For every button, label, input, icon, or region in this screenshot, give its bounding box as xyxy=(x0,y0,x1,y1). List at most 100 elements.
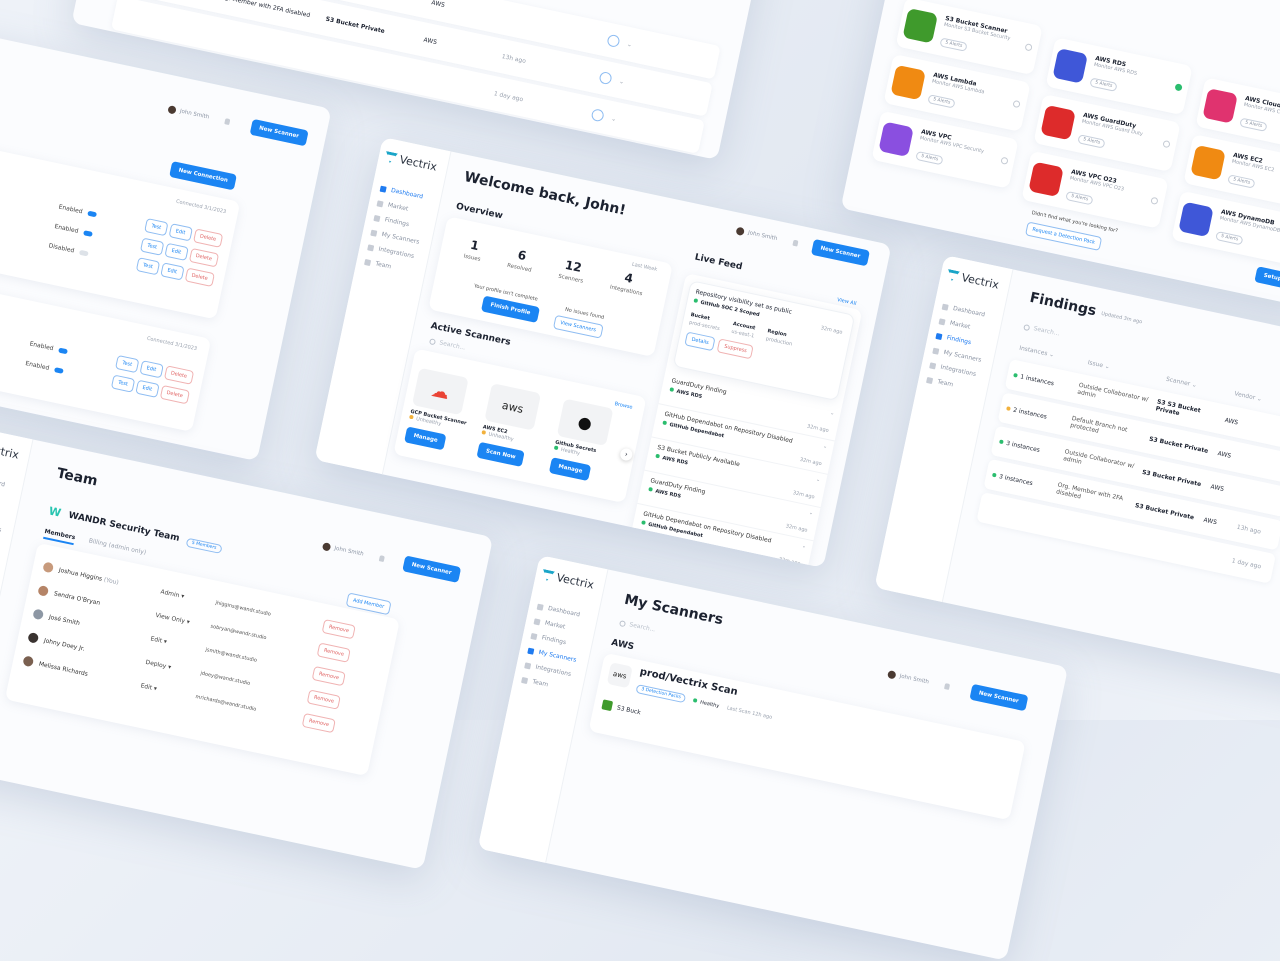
scanner-card[interactable]: aws prod/Vectrix Scan 3 Detection Packs … xyxy=(588,652,1026,821)
check-icon[interactable] xyxy=(1174,83,1183,92)
chevron-down-icon[interactable]: ⌄ xyxy=(618,77,625,86)
chevron-down-icon[interactable]: ⌄ xyxy=(815,476,821,484)
delete-button[interactable]: Delete xyxy=(159,384,191,405)
remove-button[interactable]: Remove xyxy=(316,642,352,663)
alerts-select[interactable]: 5 Alerts xyxy=(1239,117,1268,133)
user-menu[interactable]: John Smith xyxy=(887,670,962,693)
role-select[interactable]: Deploy ▾ xyxy=(144,658,172,671)
connected-date: Connected 3/1/2023 xyxy=(146,335,198,353)
new-scanner-button[interactable]: New Scanner xyxy=(969,683,1028,712)
chevron-down-icon[interactable]: ⌄ xyxy=(829,410,835,417)
bell-icon[interactable] xyxy=(378,555,385,562)
radio-button[interactable] xyxy=(1162,139,1171,149)
radio-button[interactable] xyxy=(1000,156,1009,165)
assign-icon[interactable] xyxy=(598,70,613,86)
user-menu[interactable]: John Smith xyxy=(167,105,242,128)
role-select[interactable]: View Only ▾ xyxy=(154,611,191,626)
period-select[interactable]: Last Week xyxy=(631,261,658,273)
remove-button[interactable]: Remove xyxy=(301,712,337,734)
bell-icon[interactable] xyxy=(943,682,950,690)
edit-button[interactable]: Edit xyxy=(168,223,193,242)
enable-toggle[interactable] xyxy=(57,346,69,354)
user-menu[interactable]: John Smith xyxy=(735,226,810,250)
team-title: Team xyxy=(55,465,99,490)
test-button[interactable]: Test xyxy=(144,217,169,237)
delete-button[interactable]: Delete xyxy=(184,267,215,288)
radio-button[interactable] xyxy=(1024,43,1033,52)
column-header-vendor[interactable]: Vendor ⌄ xyxy=(1233,390,1263,403)
detection-packs-badge[interactable]: 3 Detection Packs xyxy=(635,684,687,704)
alerts-select[interactable]: 5 Alerts xyxy=(1089,77,1118,92)
edit-button[interactable]: Edit xyxy=(135,379,160,398)
remove-button[interactable]: Remove xyxy=(311,665,347,687)
delete-button[interactable]: Delete xyxy=(192,228,224,248)
alerts-select[interactable]: 5 Alerts xyxy=(1077,134,1106,149)
radio-button[interactable] xyxy=(1012,99,1021,109)
new-connection-button[interactable]: New Connection xyxy=(169,161,238,191)
new-scanner-button[interactable]: New Scanner xyxy=(810,238,870,267)
details-button[interactable]: Details xyxy=(684,331,716,352)
alerts-select[interactable]: 5 Alerts xyxy=(927,94,956,109)
radio-button[interactable] xyxy=(1150,196,1159,205)
enable-toggle[interactable] xyxy=(78,249,89,257)
edit-button[interactable]: Edit xyxy=(139,360,164,379)
alerts-select[interactable]: 5 Alerts xyxy=(1215,231,1244,246)
alerts-select[interactable]: 5 Alerts xyxy=(939,37,969,52)
user-menu[interactable]: John Smith xyxy=(321,542,397,565)
setup-scanner-button[interactable]: Setup Sc xyxy=(1254,266,1280,291)
tab-members[interactable]: Members xyxy=(43,527,76,546)
enable-toggle[interactable] xyxy=(82,229,94,237)
scan-now-button[interactable]: Scan Now xyxy=(476,441,525,468)
member-name-text: Johny Doey Jr. xyxy=(43,636,86,653)
assign-icon[interactable] xyxy=(590,108,605,123)
chevron-down-icon[interactable]: ⌄ xyxy=(822,443,828,451)
scanners-search-input[interactable]: Search... xyxy=(619,619,656,634)
manage-button[interactable]: Manage xyxy=(404,426,447,451)
feed-field: Region production xyxy=(765,328,794,347)
role-select[interactable]: Edit ▾ xyxy=(140,681,158,693)
sidebar-item-dashboard[interactable]: Dashboard xyxy=(0,468,18,495)
manage-button[interactable]: Manage xyxy=(548,457,592,482)
alerts-select[interactable]: 5 Alerts xyxy=(1227,174,1256,189)
connection-status: Enabled xyxy=(29,339,55,352)
edit-button[interactable]: Edit xyxy=(160,262,185,281)
bell-icon[interactable] xyxy=(792,239,799,247)
alerts-select[interactable]: 5 Alerts xyxy=(1065,190,1094,206)
alerts-select[interactable]: 5 Alerts xyxy=(915,150,944,166)
assign-icon[interactable] xyxy=(606,33,621,49)
stat-value: 12 xyxy=(563,257,583,275)
aws-group-heading: AWS xyxy=(610,637,635,653)
role-select[interactable]: Edit ▾ xyxy=(149,634,168,646)
new-scanner-button[interactable]: New Scanner xyxy=(249,118,309,147)
findings-search-input[interactable]: Search... xyxy=(1023,323,1060,337)
market-card-text: AWS DynamoDB Monitor AWS DynamoDB 5 Alerts xyxy=(1215,209,1280,253)
remove-button[interactable]: Remove xyxy=(321,618,357,640)
role-select[interactable]: Admin ▾ xyxy=(159,587,185,600)
suppress-button[interactable]: Suppress xyxy=(716,338,754,360)
new-scanner-button[interactable]: New Scanner xyxy=(402,555,461,583)
service-icon xyxy=(902,8,939,44)
bell-icon[interactable] xyxy=(223,118,231,125)
chevron-down-icon[interactable]: ⌄ xyxy=(801,543,807,550)
time-cell xyxy=(510,19,608,40)
enable-toggle[interactable] xyxy=(86,210,98,217)
scanner-cell: S3 S3 Bucket Private xyxy=(1154,398,1202,418)
market-card[interactable]: AWS DynamoDB Monitor AWS DynamoDB 5 Alerts xyxy=(1171,190,1280,269)
delete-button[interactable]: Delete xyxy=(188,247,220,268)
sidebar-item-label: Market xyxy=(949,319,971,331)
enable-toggle[interactable] xyxy=(53,366,64,374)
chevron-right-icon[interactable]: › xyxy=(619,447,634,462)
test-button[interactable]: Test xyxy=(135,257,161,276)
test-button[interactable]: Test xyxy=(139,237,165,256)
delete-button[interactable]: Delete xyxy=(163,365,195,385)
chevron-down-icon[interactable]: ⌄ xyxy=(610,114,618,123)
time-cell: 13h ago xyxy=(501,52,527,65)
scanner-search-input[interactable]: Search... xyxy=(429,337,466,352)
test-button[interactable]: Test xyxy=(114,354,140,374)
remove-button[interactable]: Remove xyxy=(306,689,342,710)
edit-button[interactable]: Edit xyxy=(164,242,189,261)
test-button[interactable]: Test xyxy=(110,374,136,393)
chevron-down-icon[interactable]: ⌄ xyxy=(626,40,633,49)
chevron-down-icon[interactable]: ⌄ xyxy=(808,509,814,517)
